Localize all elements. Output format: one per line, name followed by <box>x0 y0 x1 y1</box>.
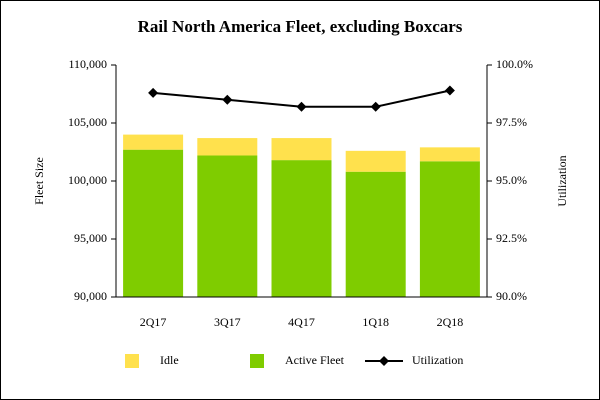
line-marker <box>444 85 455 96</box>
legend-marker <box>379 356 389 366</box>
bar <box>123 149 184 297</box>
legend-label: Utilization <box>412 353 463 367</box>
bar <box>419 161 480 297</box>
x-tick-label: 4Q17 <box>288 315 315 329</box>
legend-label: Idle <box>160 353 179 367</box>
bar <box>197 138 258 156</box>
legend-swatch <box>125 354 139 368</box>
x-tick-label: 3Q17 <box>214 315 241 329</box>
bar <box>197 155 258 297</box>
legend-swatch <box>250 354 264 368</box>
y2-tick-label: 90.0% <box>496 289 527 303</box>
bar <box>271 160 332 297</box>
y-tick-label: 95,000 <box>74 231 107 245</box>
x-tick-label: 2Q18 <box>437 315 464 329</box>
y2-tick-label: 97.5% <box>496 115 527 129</box>
y2-axis-label: Utilization <box>555 155 569 206</box>
line-marker <box>296 101 307 112</box>
y2-tick-label: 100.0% <box>496 57 533 71</box>
bar <box>345 150 406 172</box>
y-tick-label: 100,000 <box>68 173 107 187</box>
y-tick-label: 105,000 <box>68 115 107 129</box>
y-axis-label: Fleet Size <box>32 157 46 205</box>
y2-tick-label: 95.0% <box>496 173 527 187</box>
y-tick-label: 110,000 <box>68 57 107 71</box>
legend-label: Active Fleet <box>285 353 345 367</box>
bar <box>123 134 184 150</box>
x-tick-label: 2Q17 <box>140 315 167 329</box>
line-marker <box>148 87 159 98</box>
bar <box>271 138 332 161</box>
chart-title: Rail North America Fleet, excluding Boxc… <box>138 17 463 36</box>
y2-tick-label: 92.5% <box>496 231 527 245</box>
line-marker <box>370 101 381 112</box>
bar <box>345 171 406 297</box>
x-tick-label: 1Q18 <box>362 315 389 329</box>
bar <box>419 147 480 162</box>
line-marker <box>222 94 233 105</box>
y-tick-label: 90,000 <box>74 289 107 303</box>
